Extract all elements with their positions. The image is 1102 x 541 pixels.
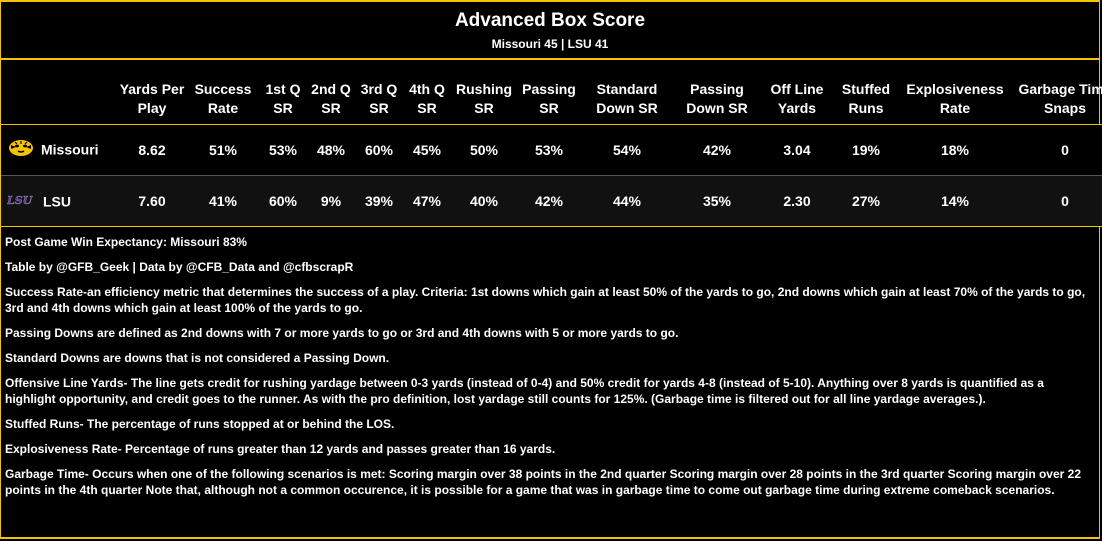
advanced-box-score-table: Yards Per Play Success Rate 1st Q SR 2nd… bbox=[1, 60, 1102, 227]
passing-downs-definition: Passing Downs are defined as 2nd downs w… bbox=[5, 325, 679, 340]
column-header: Garbage Time Snaps bbox=[1018, 80, 1102, 116]
stat-cell: 18% bbox=[940, 141, 970, 158]
title-block: Advanced Box Score Missouri 45 | LSU 41 bbox=[1, 2, 1099, 58]
team-name: Missouri bbox=[41, 141, 99, 158]
stat-cell: 60% bbox=[364, 141, 394, 158]
stat-cell: 53% bbox=[534, 141, 564, 158]
column-header: 1st Q SR bbox=[265, 80, 301, 116]
stat-cell: 53% bbox=[268, 141, 298, 158]
stat-cell: 27% bbox=[851, 192, 881, 209]
stat-cell: 60% bbox=[268, 192, 298, 209]
stat-cell: 0 bbox=[1061, 141, 1069, 158]
stat-cell: 42% bbox=[534, 192, 564, 209]
stat-cell: 14% bbox=[940, 192, 970, 209]
table-row-missouri: Missouri 8.62 51% 53% 48% 60% 45% 50% 53… bbox=[1, 124, 1102, 175]
explosiveness-rate-definition: Explosiveness Rate- Percentage of runs g… bbox=[5, 441, 556, 456]
footnotes: Post Game Win Expectancy: Missouri 83% T… bbox=[1, 227, 1099, 498]
column-header: Standard Down SR bbox=[596, 80, 658, 116]
column-header: Passing SR bbox=[522, 80, 576, 116]
column-header: 3rd Q SR bbox=[360, 80, 398, 116]
stat-cell: 54% bbox=[612, 141, 642, 158]
column-header: Off Line Yards bbox=[770, 80, 824, 116]
lsu-logo-icon: LSU bbox=[6, 193, 37, 209]
stat-cell: 41% bbox=[208, 192, 238, 209]
stat-cell: 35% bbox=[702, 192, 732, 209]
svg-text:LSU: LSU bbox=[7, 194, 34, 206]
page-title: Advanced Box Score bbox=[454, 10, 646, 31]
standard-downs-definition: Standard Downs are downs that is not con… bbox=[5, 350, 390, 365]
column-header: Passing Down SR bbox=[686, 80, 748, 116]
stat-cell: 50% bbox=[469, 141, 499, 158]
table-row-lsu: LSU LSU 7.60 41% 60% 9% 39% 47% 40% 42% … bbox=[1, 175, 1102, 226]
stuffed-runs-definition: Stuffed Runs- The percentage of runs sto… bbox=[5, 416, 395, 431]
stat-cell: 7.60 bbox=[138, 192, 166, 209]
stat-cell: 19% bbox=[851, 141, 881, 158]
credits-note: Table by @GFB_Geek | Data by @CFB_Data a… bbox=[5, 259, 354, 274]
stat-cell: 40% bbox=[469, 192, 499, 209]
stat-cell: 44% bbox=[612, 192, 642, 209]
column-header: 2nd Q SR bbox=[311, 80, 351, 116]
column-header: Explosiveness Rate bbox=[906, 80, 1004, 116]
team-cell: LSU LSU bbox=[1, 175, 117, 226]
garbage-time-definition: Garbage Time- Occurs when one of the fol… bbox=[5, 466, 1082, 497]
team-cell: Missouri bbox=[1, 124, 117, 175]
column-header: Yards Per Play bbox=[119, 80, 185, 116]
score-subtitle: Missouri 45 | LSU 41 bbox=[491, 37, 609, 51]
stat-cell: 2.30 bbox=[783, 192, 811, 209]
column-header: 4th Q SR bbox=[409, 80, 445, 116]
stat-cell: 48% bbox=[316, 141, 346, 158]
missouri-tiger-logo-icon bbox=[7, 139, 35, 160]
title-divider bbox=[1, 58, 1099, 60]
success-rate-definition: Success Rate-an efficiency metric that d… bbox=[5, 284, 1086, 315]
stat-cell: 42% bbox=[702, 141, 732, 158]
column-header: Rushing SR bbox=[456, 80, 512, 116]
stat-cell: 47% bbox=[412, 192, 442, 209]
stat-cell: 8.62 bbox=[138, 141, 166, 158]
win-expectancy-note: Post Game Win Expectancy: Missouri 83% bbox=[5, 234, 247, 249]
team-name: LSU bbox=[43, 193, 71, 210]
column-header: Success Rate bbox=[194, 80, 252, 116]
stat-cell: 39% bbox=[364, 192, 394, 209]
column-header bbox=[1, 60, 117, 124]
column-header: Stuffed Runs bbox=[841, 80, 891, 116]
stat-cell: 51% bbox=[208, 141, 238, 158]
stat-cell: 0 bbox=[1061, 192, 1069, 209]
table-header-row: Yards Per Play Success Rate 1st Q SR 2nd… bbox=[1, 60, 1102, 124]
stat-cell: 3.04 bbox=[783, 141, 811, 158]
stat-cell: 9% bbox=[320, 192, 342, 209]
stat-cell: 45% bbox=[412, 141, 442, 158]
offensive-line-yards-definition: Offensive Line Yards- The line gets cred… bbox=[5, 375, 1044, 406]
